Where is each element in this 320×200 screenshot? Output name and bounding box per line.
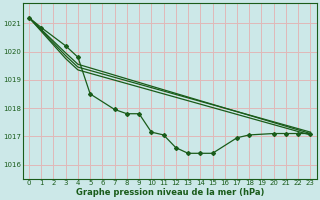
X-axis label: Graphe pression niveau de la mer (hPa): Graphe pression niveau de la mer (hPa) [76, 188, 264, 197]
